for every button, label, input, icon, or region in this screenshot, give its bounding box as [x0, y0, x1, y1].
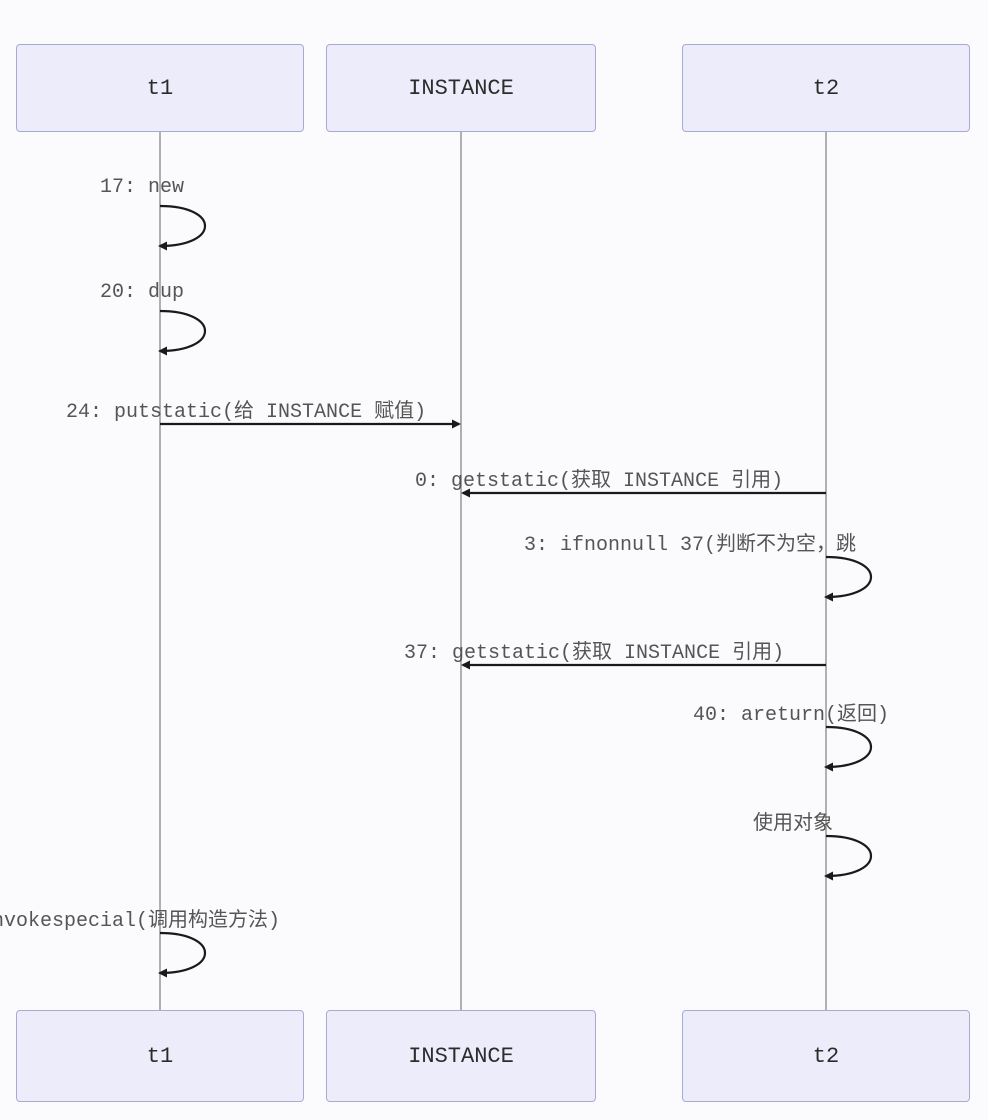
participant-box-t1-bottom: t1: [16, 1010, 304, 1102]
participant-box-t1-top: t1: [16, 44, 304, 132]
participant-label: INSTANCE: [408, 1044, 514, 1069]
participant-label: t1: [147, 76, 173, 101]
participant-label: t2: [813, 1044, 839, 1069]
event-label: 使用对象: [753, 806, 833, 836]
event-label: 3: ifnonnull 37(判断不为空，跳: [524, 527, 856, 557]
self-loop: [826, 836, 871, 876]
event-label: 24: putstatic(给 INSTANCE 赋值): [66, 394, 426, 424]
self-loop: [826, 727, 871, 767]
lifeline-instance: [460, 132, 462, 1010]
event-label: 0: getstatic(获取 INSTANCE 引用): [415, 463, 783, 493]
self-loop: [160, 933, 205, 973]
arrows-layer: [0, 0, 988, 1120]
self-loop: [160, 206, 205, 246]
lifeline-t2: [825, 132, 827, 1010]
participant-label: t2: [813, 76, 839, 101]
lifeline-t1: [159, 132, 161, 1010]
event-label: 20: dup: [100, 281, 184, 304]
self-loop: [826, 557, 871, 597]
event-label: 37: getstatic(获取 INSTANCE 引用): [404, 635, 784, 665]
participant-box-instance-top: INSTANCE: [326, 44, 596, 132]
participant-box-t2-top: t2: [682, 44, 970, 132]
event-label: invokespecial(调用构造方法): [0, 903, 280, 933]
event-label: 17: new: [100, 176, 184, 199]
self-loop: [160, 311, 205, 351]
participant-box-instance-bottom: INSTANCE: [326, 1010, 596, 1102]
participant-box-t2-bottom: t2: [682, 1010, 970, 1102]
event-label: 40: areturn(返回): [693, 697, 889, 727]
participant-label: INSTANCE: [408, 76, 514, 101]
participant-label: t1: [147, 1044, 173, 1069]
